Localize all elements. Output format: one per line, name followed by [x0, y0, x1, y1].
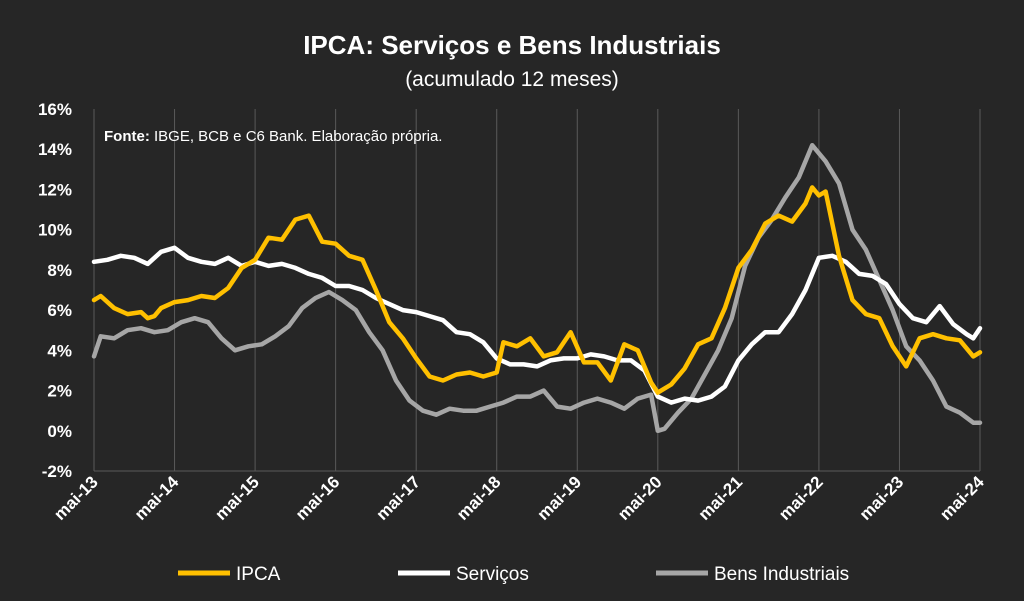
y-tick-label: 2%: [47, 382, 72, 401]
legend-label: Serviços: [456, 564, 529, 585]
vertical-gridlines: [93, 109, 981, 471]
source-label: Fonte:: [104, 128, 150, 145]
legend-label: IPCA: [236, 564, 281, 585]
series-line-bens-industriais: [91, 142, 983, 434]
y-tick-label: 8%: [47, 261, 72, 280]
chart-title: IPCA: Serviços e Bens Industriais: [303, 30, 721, 60]
y-tick-label: 16%: [38, 100, 72, 119]
y-tick-label: -2%: [42, 462, 72, 481]
chart-subtitle: (acumulado 12 meses): [405, 68, 619, 91]
source-text: IBGE, BCB e C6 Bank. Elaboração própria.: [150, 128, 443, 145]
legend: IPCA Serviços Bens Industriais: [178, 564, 849, 585]
y-tick-label: 0%: [47, 422, 72, 441]
y-tick-label: 4%: [47, 341, 72, 360]
series-lines: [91, 142, 983, 434]
y-tick-label: 10%: [38, 221, 72, 240]
y-tick-label: 6%: [47, 301, 72, 320]
source-note: Fonte: IBGE, BCB e C6 Bank. Elaboração p…: [104, 128, 442, 145]
y-tick-label: 14%: [38, 140, 72, 159]
series-line-ipca: [91, 185, 983, 395]
legend-label: Bens Industriais: [714, 564, 849, 585]
y-axis: -2% 0% 2% 4% 6% 8% 10% 12% 14% 16%: [38, 100, 980, 481]
y-tick-label: 12%: [38, 180, 72, 199]
